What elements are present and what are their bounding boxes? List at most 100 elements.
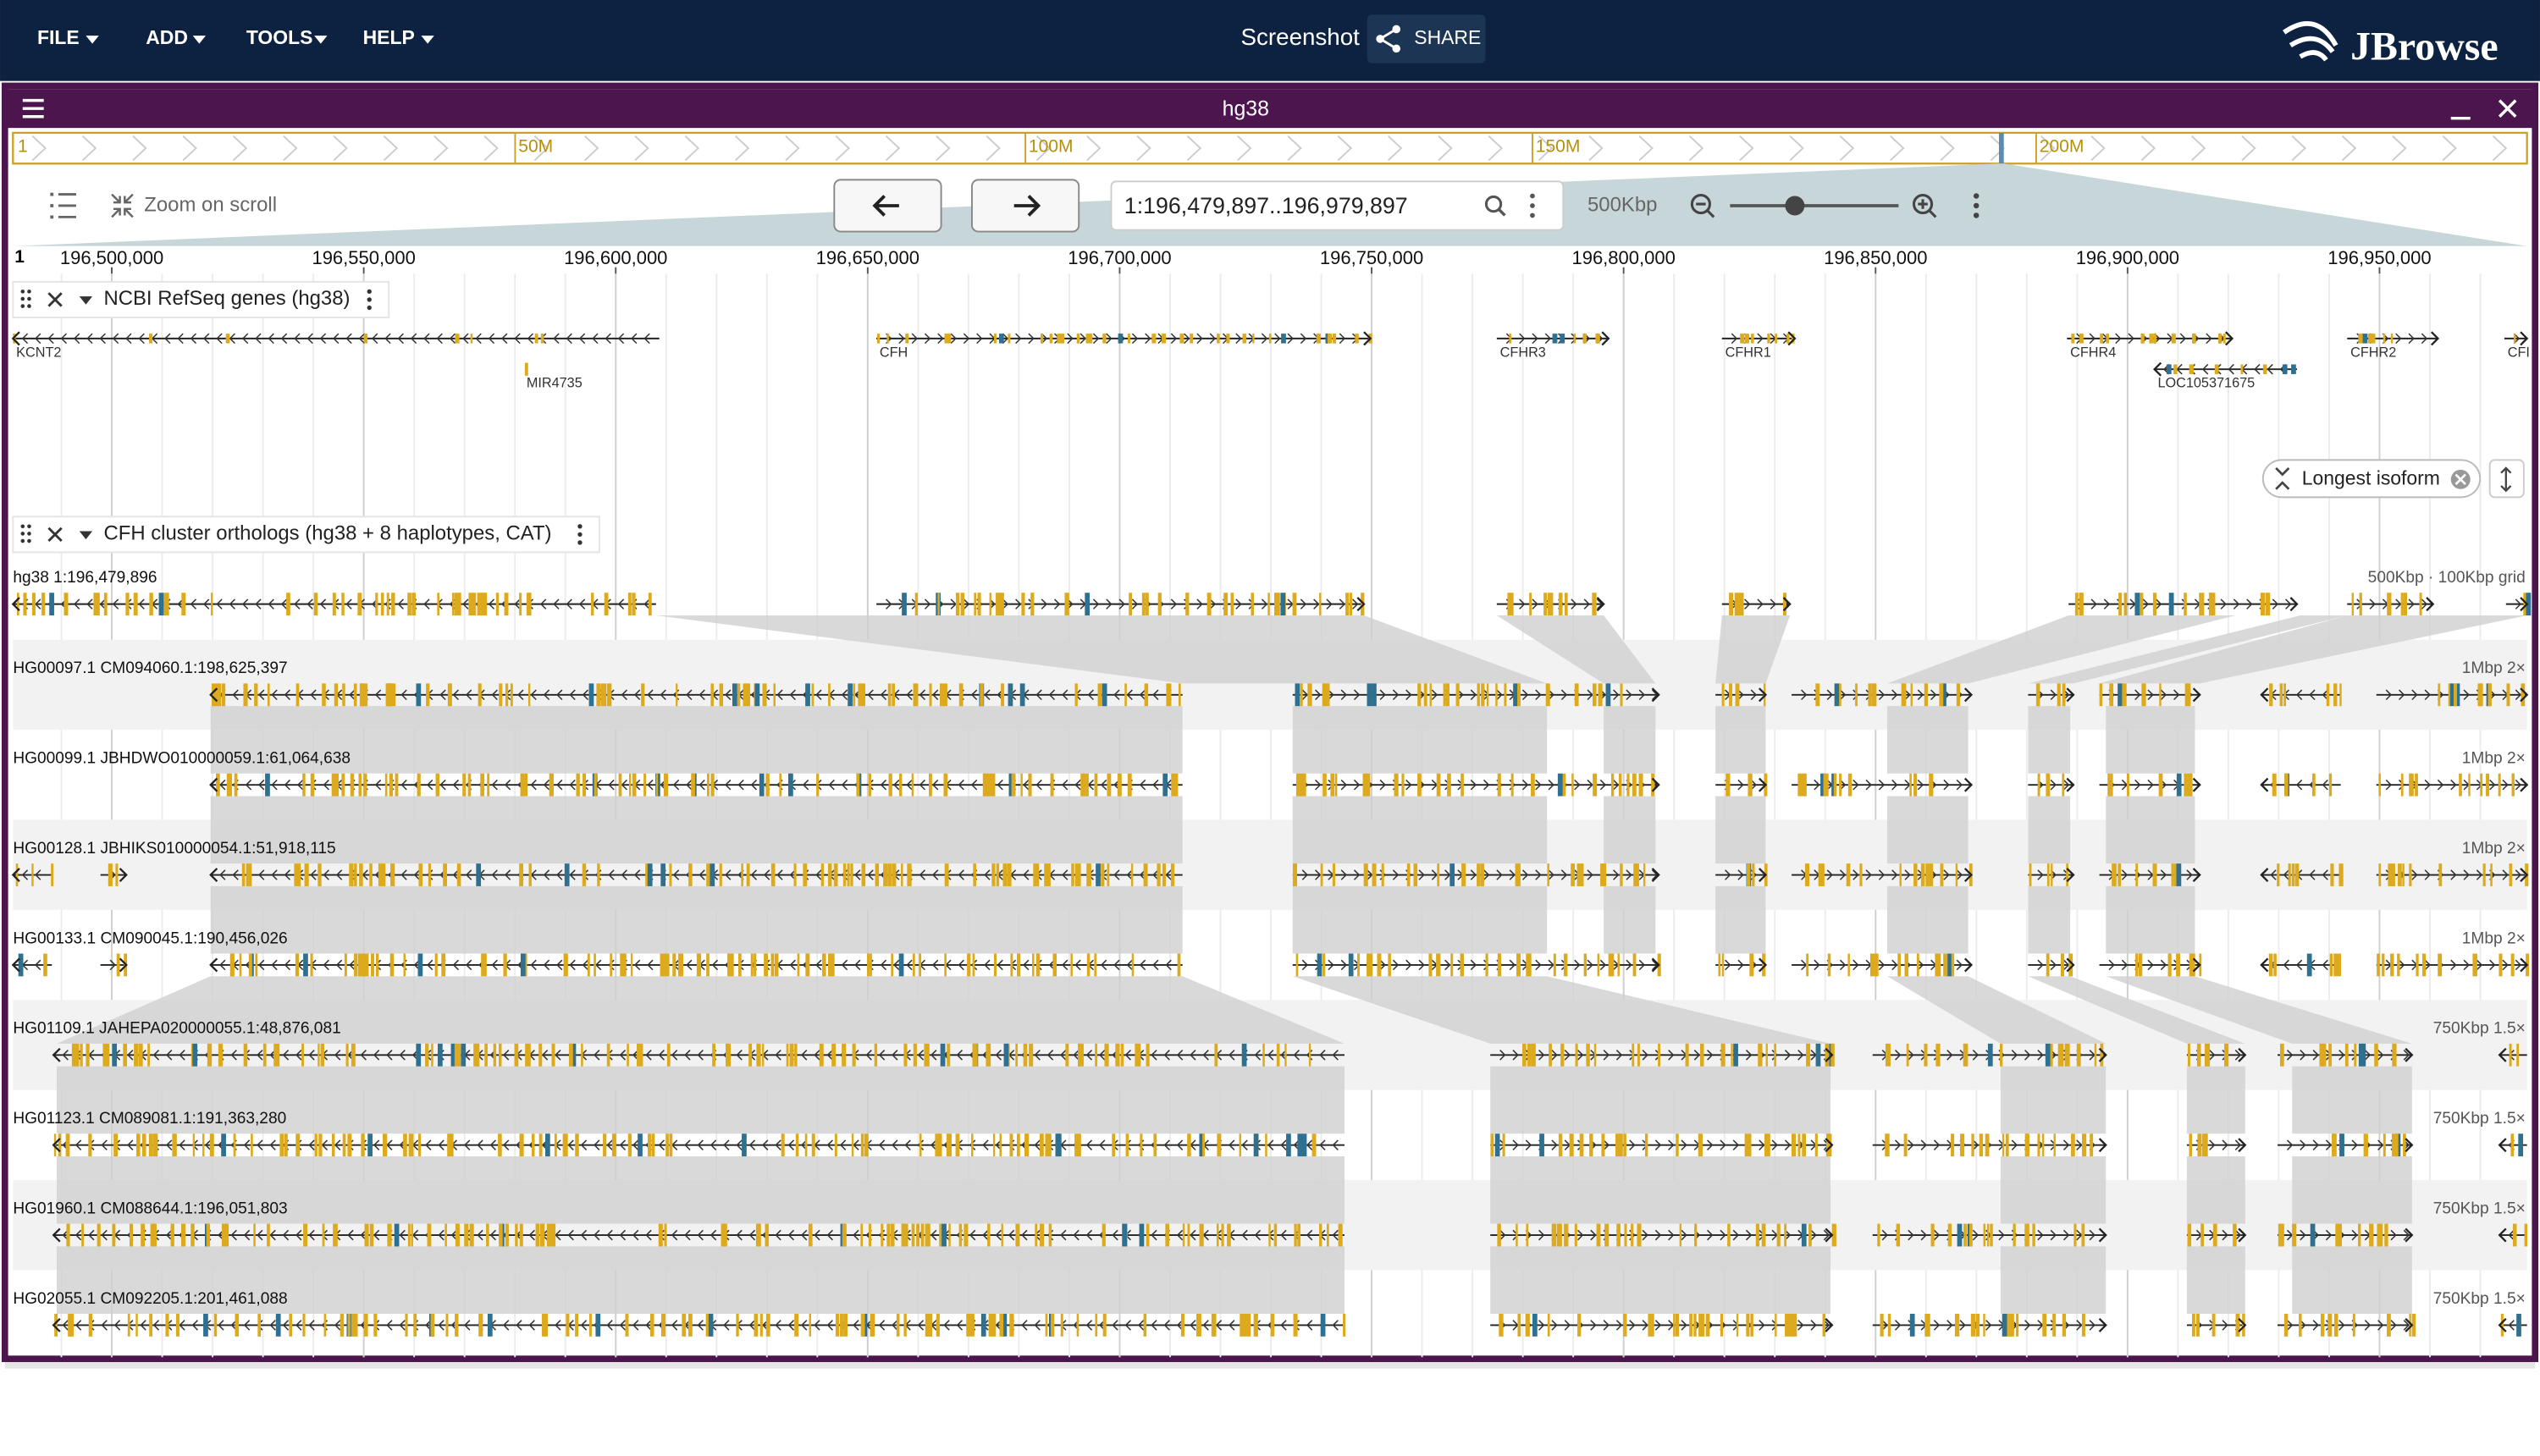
strand-chevron [1959, 1320, 1966, 1331]
exon [1094, 953, 1097, 977]
strand-chevron [970, 689, 978, 701]
track-menu-dot[interactable] [367, 289, 372, 295]
drag-handle-dot[interactable] [27, 524, 31, 529]
exon [226, 773, 229, 797]
exon [1941, 683, 1946, 707]
menu-item[interactable]: TOOLS [246, 26, 313, 48]
exon [943, 773, 948, 797]
exon [576, 773, 580, 797]
track-menu-dot[interactable] [367, 305, 372, 311]
exon [1940, 863, 1944, 886]
exon [892, 1223, 895, 1247]
track-collapse-icon[interactable] [79, 296, 93, 305]
zoom-slider-thumb[interactable] [1785, 196, 1805, 216]
strand-chevron [203, 598, 210, 609]
exon [2139, 593, 2144, 616]
exon [1292, 863, 1297, 886]
zoom-on-scroll-label[interactable]: Zoom on scroll [144, 193, 277, 216]
exon [2400, 773, 2404, 797]
view-menu-dot[interactable] [1973, 193, 1980, 199]
track-menu-dot[interactable] [577, 532, 583, 538]
drag-handle-dot[interactable] [20, 304, 25, 308]
strand-chevron [464, 1139, 471, 1150]
strand-chevron [491, 689, 498, 701]
exon [246, 863, 248, 886]
view-menu-dot[interactable] [1973, 202, 1980, 209]
row-label: HG00133.1 CM090045.1:190,456,026 [13, 929, 287, 947]
gene-label: CFHR3 [1500, 345, 1546, 360]
row-scale: 500Kbp · 100Kbp grid [2368, 569, 2526, 587]
drag-handle-dot[interactable] [20, 538, 25, 543]
track-menu-dot[interactable] [577, 540, 583, 545]
exon [887, 863, 892, 886]
strand-chevron [2300, 1320, 2306, 1331]
strand-chevron [280, 333, 288, 345]
drag-handle-dot[interactable] [27, 304, 31, 308]
synteny-band [1292, 706, 1548, 774]
track-menu-dot[interactable] [577, 524, 583, 529]
drag-handle-dot[interactable] [27, 532, 31, 536]
drag-handle-dot[interactable] [27, 290, 31, 294]
exon [1644, 1133, 1648, 1157]
track-collapse-icon[interactable] [79, 531, 93, 540]
strand-chevron [1757, 333, 1764, 345]
drag-handle-dot[interactable] [20, 524, 25, 529]
strand-chevron [684, 1050, 691, 1061]
location-text[interactable]: 1:196,479,897..196,979,897 [1124, 193, 1408, 218]
strand-chevron [893, 959, 900, 971]
location-input[interactable] [1110, 180, 1565, 231]
exon [2082, 1223, 2085, 1247]
exon [1522, 1043, 1527, 1067]
drag-handle-dot[interactable] [27, 538, 31, 543]
strand-chevron [502, 1139, 510, 1150]
strand-chevron [1548, 959, 1554, 971]
exon [251, 1133, 253, 1157]
longest-isoform-chip[interactable] [2261, 459, 2482, 499]
drag-handle-dot[interactable] [20, 290, 25, 294]
search-icon[interactable] [1484, 195, 1503, 213]
strand-chevron [958, 959, 964, 971]
exon [549, 1223, 555, 1247]
zoom-scroll-icon[interactable] [111, 193, 134, 218]
view-menu-dot[interactable] [1973, 212, 1980, 218]
exon [2338, 863, 2344, 886]
exon [1401, 773, 1405, 797]
exon [996, 593, 1000, 616]
overview-chevron [986, 135, 1001, 162]
track-menu-dot[interactable] [367, 297, 372, 302]
menu-item[interactable]: ADD [146, 26, 188, 48]
strand-chevron [268, 333, 274, 345]
strand-chevron [125, 333, 132, 345]
exon [759, 773, 765, 797]
drag-handle-dot[interactable] [20, 296, 25, 301]
zoom-in-icon[interactable] [1912, 194, 1934, 215]
exon [1372, 863, 1377, 886]
longest-isoform-label[interactable]: Longest isoform [2302, 466, 2440, 488]
strand-chevron [725, 869, 732, 880]
share-label[interactable]: SHARE [1414, 26, 1481, 48]
strand-chevron [594, 1229, 600, 1241]
strand-chevron [556, 689, 563, 701]
menu-item[interactable]: HELP [363, 26, 415, 48]
track-close-icon[interactable] [47, 292, 63, 307]
strand-chevron [1642, 1050, 1648, 1061]
synteny-band [2292, 1156, 2412, 1224]
strand-chevron [878, 1320, 886, 1331]
synteny-band [56, 1156, 1345, 1224]
strand-chevron [1496, 689, 1503, 701]
track-close-icon[interactable] [47, 527, 63, 543]
exon [211, 683, 214, 707]
exon [1751, 334, 1754, 344]
drag-handle-dot[interactable] [20, 532, 25, 536]
session-name[interactable]: Screenshot [1241, 24, 1361, 50]
zoom-out-icon[interactable] [1690, 194, 1711, 215]
close-icon[interactable] [2498, 99, 2517, 118]
drag-handle-dot[interactable] [27, 296, 31, 301]
exon [13, 334, 16, 344]
menu-item[interactable]: FILE [37, 26, 80, 48]
strand-chevron [1470, 689, 1477, 701]
exon [411, 593, 417, 616]
strand-chevron [566, 598, 572, 609]
exon [373, 1314, 378, 1337]
strand-chevron [1124, 1320, 1132, 1331]
